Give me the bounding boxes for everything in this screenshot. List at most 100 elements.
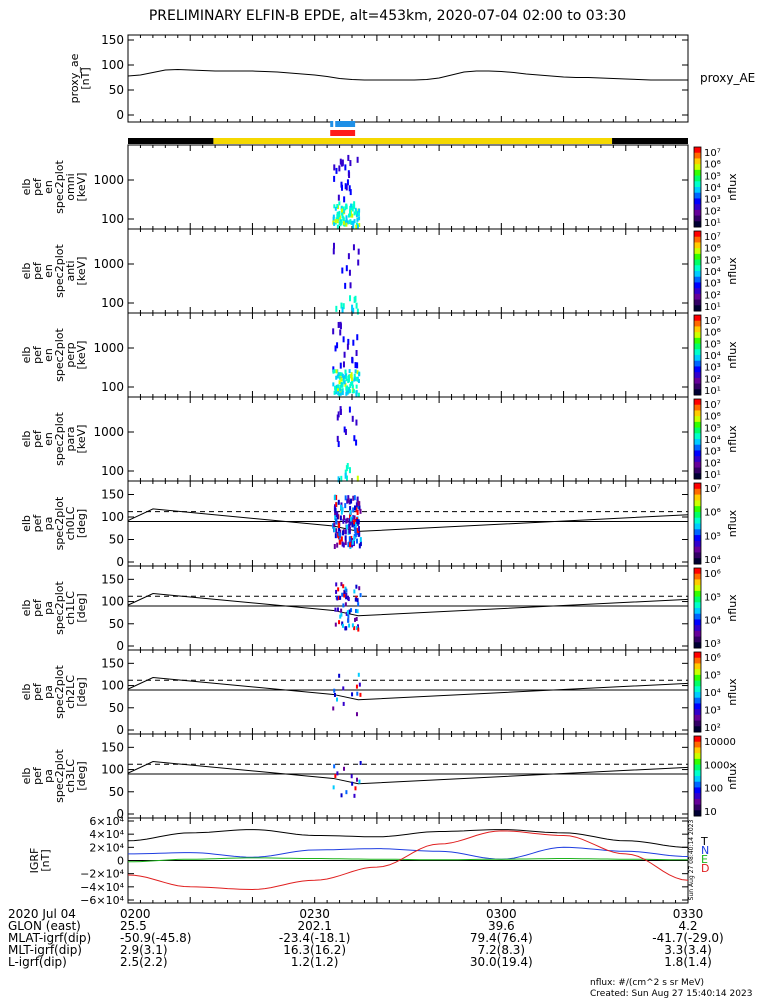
- energy-colorbar-color-step: [694, 355, 701, 362]
- igrf-ylabel-line: [nT]: [39, 849, 52, 871]
- energy-panel-ylabel-line: elb: [20, 347, 33, 364]
- footer-row-value: 0300: [486, 907, 517, 921]
- pitch-colorbar-border: [693, 651, 702, 733]
- flux-mark: [342, 336, 345, 343]
- flux-mark: [357, 211, 360, 216]
- pitch-colorbar-color-step: [694, 674, 701, 682]
- pitch-flux-mark: [356, 609, 359, 614]
- energy-colorbar-color-step: [694, 147, 701, 154]
- pitch-flux-mark: [334, 607, 337, 612]
- flux-mark: [332, 382, 335, 387]
- flux-mark: [356, 156, 359, 163]
- pitch-colorbar-color-step: [694, 511, 701, 519]
- energy-panel-ylabel-line: pef: [31, 429, 44, 448]
- pitch-flux-mark: [335, 528, 338, 534]
- energy-colorbar-color-step: [694, 399, 701, 406]
- pitch-flux-mark: [339, 595, 342, 600]
- footer-row-value: -41.7(-29.0): [652, 931, 723, 945]
- pitch-flux-mark: [344, 535, 347, 541]
- footer-row-value: 0330: [673, 907, 704, 921]
- flux-mark: [356, 224, 359, 229]
- flux-mark: [355, 384, 358, 389]
- energy-colorbar-color-step: [694, 187, 701, 194]
- pitch-flux-mark: [341, 621, 344, 626]
- pitch-colorbar-color-step: [694, 736, 701, 743]
- flux-mark: [339, 391, 342, 396]
- pitch-flux-mark: [357, 500, 360, 506]
- pitch-flux-mark: [336, 542, 339, 548]
- loss-cone-line: [127, 508, 689, 532]
- pitch-colorbar-tick-label: 10⁵: [704, 531, 721, 542]
- energy-colorbar-tick-label: 10⁴: [704, 351, 721, 362]
- pitch-panel-ylabel-line: ch3LC: [64, 759, 77, 793]
- pitch-colorbar-color-step: [694, 619, 701, 626]
- flux-mark: [344, 382, 347, 387]
- pitch-flux-mark: [351, 539, 354, 545]
- footer-row-label: 2020 Jul 04: [8, 907, 76, 921]
- flux-mark: [341, 267, 344, 274]
- flux-mark: [357, 259, 360, 266]
- energy-panel-ylabel-line: en: [42, 348, 55, 362]
- flux-mark: [346, 390, 349, 395]
- pitch-flux-mark: [349, 509, 352, 515]
- flux-mark: [344, 369, 347, 374]
- footer-row-label: MLAT-igrf(dip): [8, 931, 91, 945]
- flux-mark: [332, 328, 335, 335]
- energy-colorbar-tick-label: 10⁴: [704, 267, 721, 278]
- footnote-created: Created: Sun Aug 27 15:40:14 2023: [590, 989, 752, 999]
- flux-mark: [337, 476, 340, 483]
- pitch-flux-mark: [344, 540, 347, 546]
- flux-mark: [346, 220, 349, 225]
- pitch-flux-mark: [358, 526, 361, 532]
- pitch-panel-ylabel-line: spec2plot: [53, 496, 66, 550]
- pitch-flux-mark: [353, 525, 356, 531]
- pitch-colorbar-tick-label: 10⁴: [704, 688, 721, 699]
- pitch-flux-mark: [345, 588, 348, 593]
- flux-mark: [341, 159, 344, 166]
- flux-mark: [350, 372, 353, 377]
- flux-mark: [346, 179, 349, 186]
- pitch-panel-ylabel-line: elb: [20, 684, 33, 701]
- energy-panel-frame: [127, 312, 689, 398]
- footer-row-value: 0200: [120, 907, 151, 921]
- flux-mark: [348, 389, 351, 394]
- pitch-flux-mark: [357, 627, 360, 632]
- pitch-flux-mark: [351, 781, 354, 786]
- flux-mark: [336, 388, 339, 393]
- flux-mark: [343, 351, 346, 358]
- pitch-flux-mark: [356, 509, 359, 515]
- pitch-panel-ylabel-line: ch0LC: [64, 506, 77, 540]
- pitch-flux-mark: [354, 786, 357, 791]
- flux-mark: [334, 219, 337, 224]
- energy-colorbar-color-step: [694, 198, 701, 205]
- pitch-flux-mark: [349, 520, 352, 526]
- energy-ytick-label: 100: [101, 464, 124, 478]
- energy-colorbar-tick-label: 10²: [704, 458, 721, 469]
- energy-colorbar-color-step: [694, 383, 701, 390]
- flux-mark: [336, 204, 339, 209]
- flux-mark: [336, 435, 339, 442]
- flux-mark: [339, 384, 342, 389]
- energy-colorbar-border: [693, 230, 702, 312]
- energy-colorbar-tick-label: 10⁶: [704, 412, 721, 423]
- energy-colorbar-color-step: [694, 427, 701, 434]
- pitch-colorbar-color-step: [694, 758, 701, 766]
- igrf-legend-T: T: [700, 835, 708, 848]
- pitch-colorbar-color-step: [694, 546, 701, 553]
- pitch-colorbar-color-step: [694, 500, 701, 507]
- energy-colorbar-tick-label: 10²: [704, 290, 721, 301]
- proxy-ae-ytick-label: 100: [101, 58, 124, 72]
- science-zone-gap: [333, 121, 336, 127]
- pitch-colorbar-title: nflux: [726, 762, 739, 790]
- energy-panel-frame: [127, 144, 689, 230]
- energy-colorbar-color-step: [694, 248, 701, 255]
- footer-row-value: 16.3(16.2): [283, 943, 346, 957]
- flux-mark: [355, 224, 358, 229]
- footer-row-label: MLT-igrf(dip): [8, 943, 82, 957]
- pitch-colorbar-tick-label: 1000: [704, 760, 729, 771]
- flux-mark: [342, 217, 345, 222]
- pitch-flux-mark: [345, 592, 348, 597]
- flux-mark: [338, 215, 341, 220]
- flux-mark: [348, 406, 351, 413]
- flux-mark: [351, 377, 354, 382]
